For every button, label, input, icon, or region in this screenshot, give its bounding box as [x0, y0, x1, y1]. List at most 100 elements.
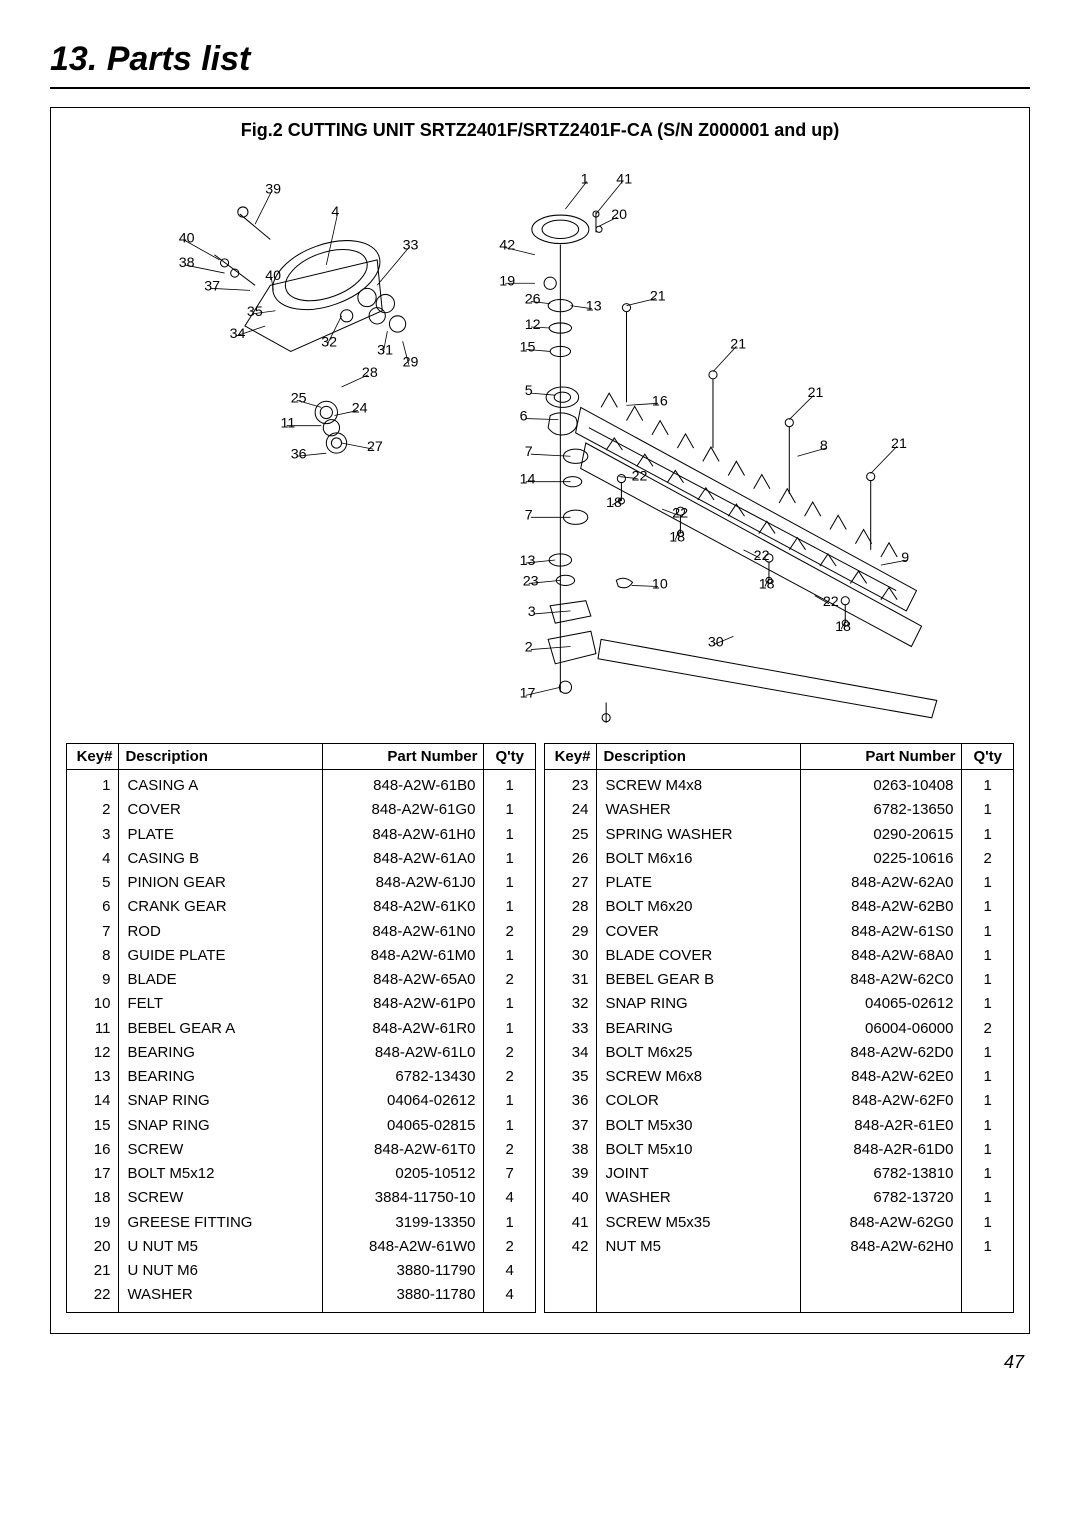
cell-desc: SCREW M5x35: [597, 1211, 801, 1235]
cell-key: 20: [67, 1235, 119, 1259]
cell-pn: 848-A2R-61E0: [801, 1114, 962, 1138]
callout-label: 26: [525, 292, 541, 308]
table-row: 28BOLT M6x20848-A2W-62B01: [545, 895, 1014, 919]
table-row: 30BLADE COVER848-A2W-68A01: [545, 944, 1014, 968]
cell-qty: 4: [484, 1259, 536, 1283]
cell-desc: COLOR: [597, 1089, 801, 1113]
callout-label: 7: [525, 444, 533, 460]
cell-key: 4: [67, 847, 119, 871]
cell-desc: SCREW: [119, 1138, 323, 1162]
cell-desc: BOLT M5x10: [597, 1138, 801, 1162]
cell-qty: 1: [962, 770, 1014, 799]
cell-pn: 848-A2W-61K0: [323, 895, 484, 919]
cell-qty: 1: [484, 944, 536, 968]
cell-qty: 2: [962, 1017, 1014, 1041]
callout-label: 30: [708, 635, 724, 651]
cell-pn: 848-A2W-61N0: [323, 920, 484, 944]
cell-pn: 848-A2W-61M0: [323, 944, 484, 968]
cell-pn: 04065-02612: [801, 992, 962, 1016]
cell-qty: 1: [484, 847, 536, 871]
table-row: 11BEBEL GEAR A848-A2W-61R01: [67, 1017, 536, 1041]
cell-qty: 4: [484, 1186, 536, 1210]
cell-pn: 848-A2W-61H0: [323, 823, 484, 847]
callout-label: 7: [525, 507, 533, 523]
cell-qty: 1: [962, 1211, 1014, 1235]
table-row: 35SCREW M6x8848-A2W-62E01: [545, 1065, 1014, 1089]
table-row: 17BOLT M5x120205-105127: [67, 1162, 536, 1186]
callout-label: 31: [377, 342, 393, 358]
callout-label: 37: [204, 278, 220, 294]
callout-label: 41: [616, 172, 632, 188]
cell-desc: COVER: [119, 798, 323, 822]
table-row: 3PLATE848-A2W-61H01: [67, 823, 536, 847]
figure-title: Fig.2 CUTTING UNIT SRTZ2401F/SRTZ2401F-C…: [66, 120, 1014, 141]
cell-qty: 1: [962, 823, 1014, 847]
cell-qty: 2: [484, 1138, 536, 1162]
table-row: 5PINION GEAR848-A2W-61J01: [67, 871, 536, 895]
cell-desc: SCREW M6x8: [597, 1065, 801, 1089]
cell-pn: 848-A2W-61W0: [323, 1235, 484, 1259]
callout-label: 28: [362, 365, 378, 381]
cell-key: 5: [67, 871, 119, 895]
cell-pn: 848-A2W-62E0: [801, 1065, 962, 1089]
cell-desc: WASHER: [597, 1186, 801, 1210]
callout-label: 29: [403, 355, 419, 371]
cell-pn: 848-A2W-62H0: [801, 1235, 962, 1259]
cell-desc: SNAP RING: [119, 1089, 323, 1113]
table-row: 39JOINT6782-138101: [545, 1162, 1014, 1186]
cell-qty: 1: [962, 968, 1014, 992]
callout-label: 34: [230, 326, 246, 342]
table-row: 4CASING B848-A2W-61A01: [67, 847, 536, 871]
cell-desc: CRANK GEAR: [119, 895, 323, 919]
parts-table-left: Key# Description Part Number Q'ty 1CASIN…: [66, 743, 536, 1313]
callout-label: 20: [611, 207, 627, 223]
callout-label: 6: [520, 409, 528, 425]
callout-label: 39: [265, 182, 281, 198]
exploded-diagram: 3944033383740353432312928252411273642192…: [66, 153, 1014, 733]
cell-qty: 7: [484, 1162, 536, 1186]
cell-desc: JOINT: [597, 1162, 801, 1186]
cell-pn: 848-A2W-61J0: [323, 871, 484, 895]
th-desc: Description: [119, 744, 323, 770]
cell-key: 7: [67, 920, 119, 944]
cell-key: 25: [545, 823, 597, 847]
callout-label: 22: [823, 594, 839, 610]
cell-key: 23: [545, 770, 597, 799]
cell-qty: 1: [962, 1138, 1014, 1162]
table-row: 34BOLT M6x25848-A2W-62D01: [545, 1041, 1014, 1065]
cell-desc: BEBEL GEAR A: [119, 1017, 323, 1041]
cell-pn: 848-A2R-61D0: [801, 1138, 962, 1162]
cell-key: 36: [545, 1089, 597, 1113]
cell-pn: 0290-20615: [801, 823, 962, 847]
callout-label: 10: [652, 577, 668, 593]
cell-key: 27: [545, 871, 597, 895]
callout-label: 14: [520, 472, 536, 488]
cell-qty: 1: [962, 1065, 1014, 1089]
cell-qty: 1: [484, 823, 536, 847]
table-row: 9BLADE848-A2W-65A02: [67, 968, 536, 992]
callout-label: 18: [669, 530, 685, 546]
callout-label: 35: [247, 304, 263, 320]
cell-key: 28: [545, 895, 597, 919]
callout-label: 42: [499, 238, 515, 254]
table-row: 25SPRING WASHER0290-206151: [545, 823, 1014, 847]
callout-label: 17: [520, 685, 536, 701]
table-row: 31BEBEL GEAR B848-A2W-62C01: [545, 968, 1014, 992]
cell-key: 10: [67, 992, 119, 1016]
table-row: 32SNAP RING04065-026121: [545, 992, 1014, 1016]
cell-pn: 0263-10408: [801, 770, 962, 799]
table-row: 19GREESE FITTING3199-133501: [67, 1211, 536, 1235]
cell-pn: 848-A2W-62A0: [801, 871, 962, 895]
cell-key: 22: [67, 1283, 119, 1312]
tables-row: Key# Description Part Number Q'ty 1CASIN…: [66, 743, 1014, 1313]
table-row: 27PLATE848-A2W-62A01: [545, 871, 1014, 895]
cell-desc: BEBEL GEAR B: [597, 968, 801, 992]
cell-qty: 2: [962, 847, 1014, 871]
cell-pn: 848-A2W-61T0: [323, 1138, 484, 1162]
cell-key: 31: [545, 968, 597, 992]
cell-qty: 1: [962, 1114, 1014, 1138]
callout-label: 2: [525, 640, 533, 656]
cell-desc: BOLT M5x30: [597, 1114, 801, 1138]
cell-qty: 1: [484, 770, 536, 799]
table-row: 21U NUT M63880-117904: [67, 1259, 536, 1283]
